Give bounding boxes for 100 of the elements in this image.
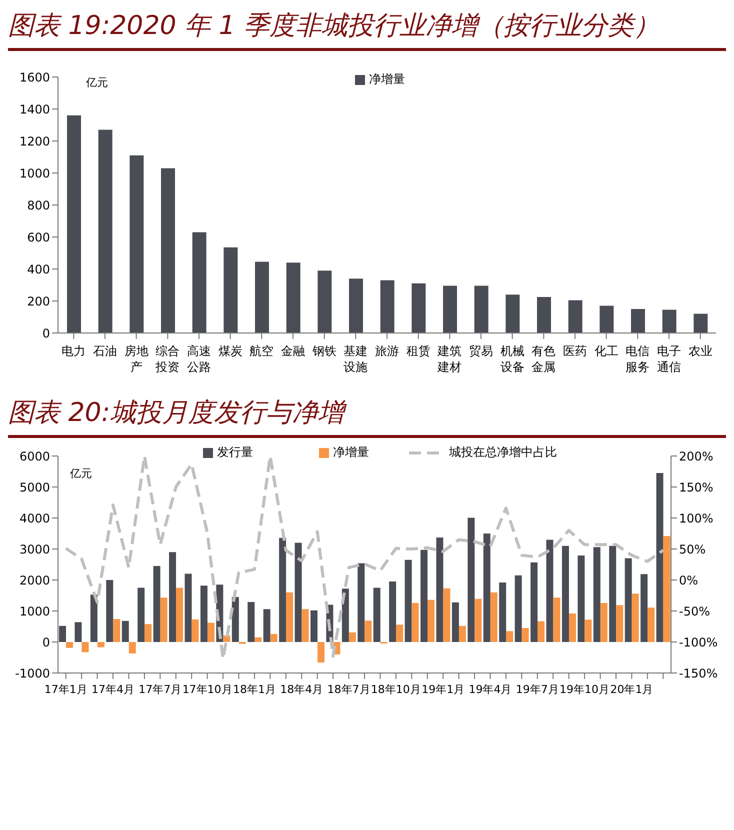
x-tick-label: 金融 — [281, 344, 305, 358]
bar — [443, 588, 450, 642]
x-tick-label: 19年4月 — [468, 683, 512, 696]
y2-tick-label: 200% — [679, 449, 714, 464]
bar — [270, 634, 278, 642]
bar — [342, 588, 349, 642]
bar — [153, 566, 160, 642]
x-tick-label: 钢铁 — [311, 344, 336, 358]
y-tick-label: 5000 — [19, 480, 50, 494]
bar — [192, 232, 206, 333]
legend-label: 净增量 — [333, 444, 369, 461]
bar — [506, 294, 520, 333]
bar — [263, 609, 270, 642]
y-tick-label: 1200 — [19, 134, 50, 148]
bar — [490, 592, 498, 642]
bar — [600, 602, 608, 642]
bar — [144, 624, 152, 642]
line-series — [64, 456, 665, 660]
bar — [514, 575, 522, 642]
x-tick-label: 20年1月 — [610, 683, 654, 696]
bar — [294, 542, 302, 642]
bar — [207, 622, 214, 642]
bar — [538, 621, 545, 642]
bar — [317, 642, 324, 662]
legend-label: 净增量 — [369, 71, 405, 88]
bar — [66, 642, 73, 648]
bar — [506, 631, 514, 642]
x-tick-label: 医药 — [563, 344, 587, 358]
y-tick-label: 600 — [27, 230, 50, 244]
bar — [584, 620, 592, 642]
bar — [546, 540, 554, 642]
bar — [662, 310, 676, 333]
bar — [169, 552, 176, 642]
y-tick-label: 800 — [27, 198, 50, 212]
bar — [98, 130, 112, 333]
y-tick-label: 1000 — [19, 604, 50, 618]
bar — [389, 582, 396, 642]
y2-tick-label: 150% — [679, 480, 714, 494]
y-tick-label: -1000 — [15, 666, 50, 680]
bar — [90, 594, 98, 642]
bar — [600, 306, 614, 333]
bar — [74, 622, 82, 642]
bar — [358, 563, 365, 642]
y-tick-label: 200 — [27, 294, 50, 308]
bar — [412, 283, 426, 333]
bar — [224, 247, 238, 333]
bar — [67, 115, 81, 333]
x-tick-label: 农业 — [688, 344, 712, 358]
x-tick-label: 机械设备 — [500, 344, 524, 374]
x-tick-label: 18年7月 — [327, 683, 370, 696]
x-tick-label: 房地产 — [124, 344, 148, 374]
x-tick-label: 17年7月 — [138, 683, 182, 696]
x-tick-label: 石油 — [93, 344, 117, 358]
x-tick-label: 19年10月 — [560, 683, 610, 696]
x-tick-label: 贸易 — [469, 344, 493, 358]
bar — [443, 286, 457, 333]
x-tick-label: 电子通信 — [657, 344, 681, 374]
y-tick-label: 1400 — [19, 102, 50, 116]
bar — [161, 168, 175, 333]
bar — [616, 605, 624, 642]
x-tick-label: 17年10月 — [182, 683, 232, 696]
bar — [59, 626, 66, 642]
bar — [499, 582, 506, 642]
bar — [578, 556, 585, 642]
bar — [310, 610, 318, 642]
y-tick-label: 0 — [42, 326, 50, 340]
x-tick-label: 航空 — [250, 344, 274, 358]
bar — [130, 155, 144, 333]
chart-title: 图表 19:2020 年 1 季度非城投行业净增（按行业分类） — [8, 8, 726, 51]
x-tick-label: 建筑建材 — [436, 344, 462, 374]
bar — [97, 642, 104, 648]
bar — [474, 286, 488, 333]
bar — [420, 550, 428, 642]
x-tick-label: 高速公路 — [187, 344, 211, 374]
x-tick-label: 18年4月 — [280, 683, 324, 696]
y-axis-title: 亿元 — [70, 466, 92, 481]
bar — [113, 619, 120, 642]
x-tick-label: 19年1月 — [422, 683, 465, 696]
bar — [458, 626, 466, 642]
bar — [286, 262, 300, 333]
y2-tick-label: -50% — [679, 604, 710, 618]
bar — [318, 270, 332, 333]
bar — [648, 608, 655, 642]
x-tick-label: 18年10月 — [370, 683, 421, 696]
y-tick-label: 2000 — [19, 573, 50, 588]
bar — [255, 262, 269, 333]
bar — [656, 473, 664, 642]
bar — [522, 628, 529, 642]
legend-label: 发行量 — [217, 444, 253, 461]
bar — [452, 602, 459, 642]
bar — [562, 546, 569, 642]
bar — [349, 278, 363, 333]
y-tick-label: 4000 — [19, 511, 50, 526]
x-tick-label: 电力 — [62, 344, 86, 358]
bar — [568, 613, 576, 642]
bar — [128, 642, 136, 654]
y-tick-label: 0 — [42, 635, 50, 650]
bar — [474, 598, 482, 642]
bar — [428, 600, 435, 642]
x-tick-label: 化工 — [594, 344, 618, 358]
